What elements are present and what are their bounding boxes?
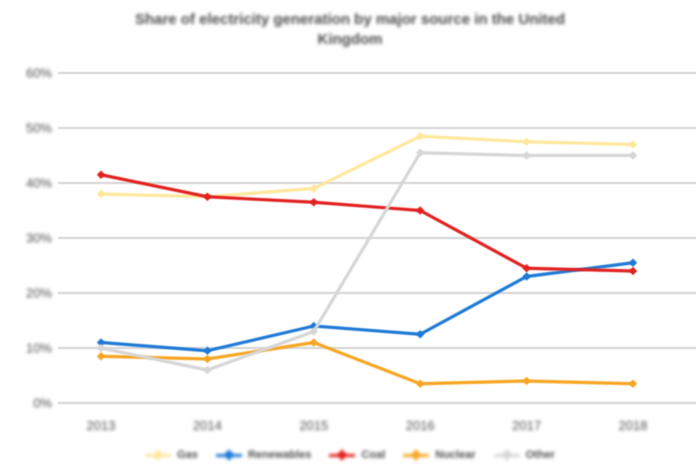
series-marker-nuclear bbox=[203, 354, 212, 364]
series-marker-gas bbox=[416, 132, 425, 141]
legend-label: Other bbox=[525, 449, 555, 461]
x-tick-label: 2015 bbox=[299, 418, 328, 433]
series-marker-nuclear bbox=[416, 379, 425, 388]
y-tick-label: 20% bbox=[26, 286, 52, 301]
x-tick-label: 2018 bbox=[619, 418, 648, 433]
legend-item-coal: Coal bbox=[329, 448, 386, 461]
legend-label: Gas bbox=[177, 449, 198, 461]
series-marker-other bbox=[96, 343, 106, 353]
chart-legend: Gas Renewables Coal Nuclear Other bbox=[0, 448, 700, 461]
series-marker-coal bbox=[628, 266, 638, 276]
series-marker-nuclear bbox=[309, 338, 318, 347]
series-line-other bbox=[99, 151, 635, 372]
y-tick-label: 50% bbox=[26, 121, 52, 136]
chart-title: Share of electricity generation by major… bbox=[0, 10, 700, 50]
series-marker-renewables bbox=[522, 272, 531, 281]
y-tick-label: 40% bbox=[26, 176, 52, 191]
series-marker-coal bbox=[96, 170, 106, 179]
series-marker-other bbox=[628, 151, 638, 160]
x-tick-label: 2017 bbox=[512, 418, 541, 433]
chart-title-line2: Kingdom bbox=[317, 31, 383, 48]
x-tick-label: 2016 bbox=[406, 418, 435, 433]
legend-item-renewables: Renewables bbox=[215, 448, 312, 461]
series-marker-renewables bbox=[416, 330, 425, 339]
legend-line-marker-icon bbox=[493, 448, 520, 461]
series-marker-coal bbox=[522, 264, 531, 273]
series-line-nuclear bbox=[99, 340, 635, 386]
legend-line-marker-icon bbox=[403, 448, 430, 461]
series-marker-coal bbox=[416, 206, 425, 215]
legend-item-nuclear: Nuclear bbox=[403, 448, 476, 461]
legend-label: Nuclear bbox=[435, 449, 476, 461]
series-marker-other bbox=[522, 151, 531, 160]
series-marker-gas bbox=[96, 189, 106, 199]
y-tick-label: 60% bbox=[26, 66, 52, 81]
series-marker-gas bbox=[522, 137, 531, 146]
series-marker-coal bbox=[203, 192, 212, 201]
chart-title-line1: Share of electricity generation by major… bbox=[134, 11, 566, 28]
series-marker-gas bbox=[309, 184, 318, 193]
legend-line-marker-icon bbox=[329, 448, 356, 461]
y-tick-label: 10% bbox=[26, 341, 52, 356]
legend-item-gas: Gas bbox=[145, 448, 198, 461]
series-line-gas bbox=[99, 134, 635, 199]
series-marker-other bbox=[309, 327, 318, 336]
series-marker-other bbox=[203, 365, 212, 375]
series-marker-gas bbox=[628, 140, 638, 149]
x-tick-label: 2014 bbox=[193, 418, 222, 433]
series-marker-nuclear bbox=[628, 379, 638, 388]
series-marker-other bbox=[416, 148, 425, 157]
series-marker-renewables bbox=[96, 338, 106, 347]
series-marker-nuclear bbox=[522, 376, 531, 386]
y-tick-label: 0% bbox=[33, 396, 52, 411]
legend-label: Coal bbox=[361, 449, 386, 461]
legend-line-marker-icon bbox=[215, 448, 242, 461]
y-tick-label: 30% bbox=[26, 231, 52, 246]
series-marker-renewables bbox=[203, 346, 212, 355]
legend-line-marker-icon bbox=[145, 448, 172, 461]
legend-item-other: Other bbox=[493, 448, 555, 461]
series-line-coal bbox=[99, 173, 635, 273]
series-marker-renewables bbox=[628, 258, 638, 267]
series-marker-coal bbox=[309, 198, 318, 207]
series-line-renewables bbox=[99, 261, 635, 353]
legend-label: Renewables bbox=[247, 449, 312, 461]
series-marker-nuclear bbox=[96, 352, 106, 361]
x-tick-label: 2013 bbox=[87, 418, 116, 433]
